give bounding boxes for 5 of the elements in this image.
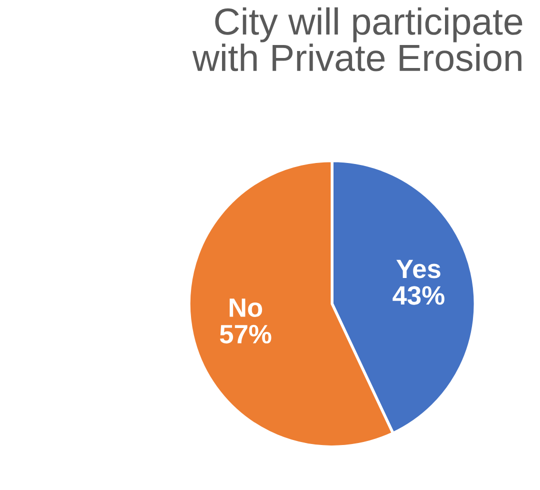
data-label: 43% — [392, 286, 444, 305]
slice-label: Yes — [396, 260, 440, 278]
data-label: 57% — [220, 324, 272, 344]
slice-label: No — [230, 298, 262, 317]
chart-title: City will participate with Private Erosion — [192, 7, 522, 72]
